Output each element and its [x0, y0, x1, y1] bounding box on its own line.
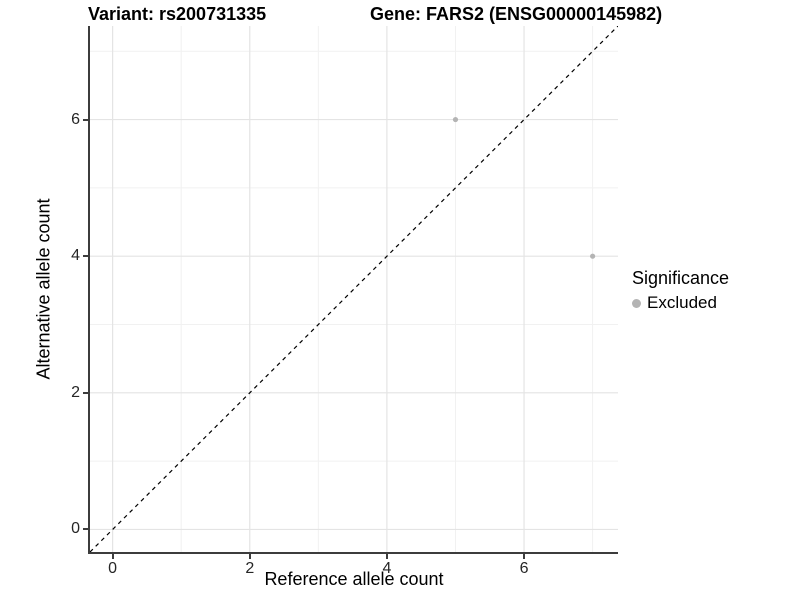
plot-title-variant: Variant: rs200731335	[88, 4, 267, 24]
y-axis-tick	[83, 255, 88, 258]
x-axis-tick-label: 4	[382, 560, 392, 577]
legend-point-icon	[632, 298, 641, 308]
data-point	[590, 253, 596, 259]
y-axis-tick-label: 6	[71, 110, 80, 128]
x-axis-tick-label: 2	[245, 560, 255, 577]
y-axis-tick-label: 4	[71, 247, 80, 265]
y-axis-tick	[83, 528, 88, 531]
x-axis-tick	[248, 554, 251, 559]
x-axis-title: Reference allele count	[264, 569, 444, 589]
legend-item-excluded: Excluded	[632, 293, 729, 313]
legend-item-label: Excluded	[647, 293, 717, 312]
x-axis-tick	[111, 554, 114, 559]
plot-title-gene: Gene: FARS2 (ENSG00000145982)	[370, 4, 663, 24]
identity-reference-line	[90, 26, 618, 552]
x-axis-tick	[523, 554, 526, 559]
x-axis-tick	[385, 554, 388, 559]
plot-panel-canvas	[90, 26, 618, 552]
x-axis-tick-label: 0	[108, 560, 118, 577]
legend: Significance Excluded	[632, 268, 729, 313]
y-axis-tick-label: 0	[71, 520, 80, 538]
data-point	[452, 116, 459, 123]
y-axis-tick	[83, 391, 88, 394]
plot-panel	[88, 26, 618, 554]
y-axis-tick	[83, 118, 88, 121]
legend-title: Significance	[632, 268, 730, 288]
x-axis-tick-label: 6	[519, 560, 529, 577]
y-axis-tick-label: 2	[71, 383, 80, 401]
y-axis-title: Alternative allele count	[33, 198, 54, 380]
